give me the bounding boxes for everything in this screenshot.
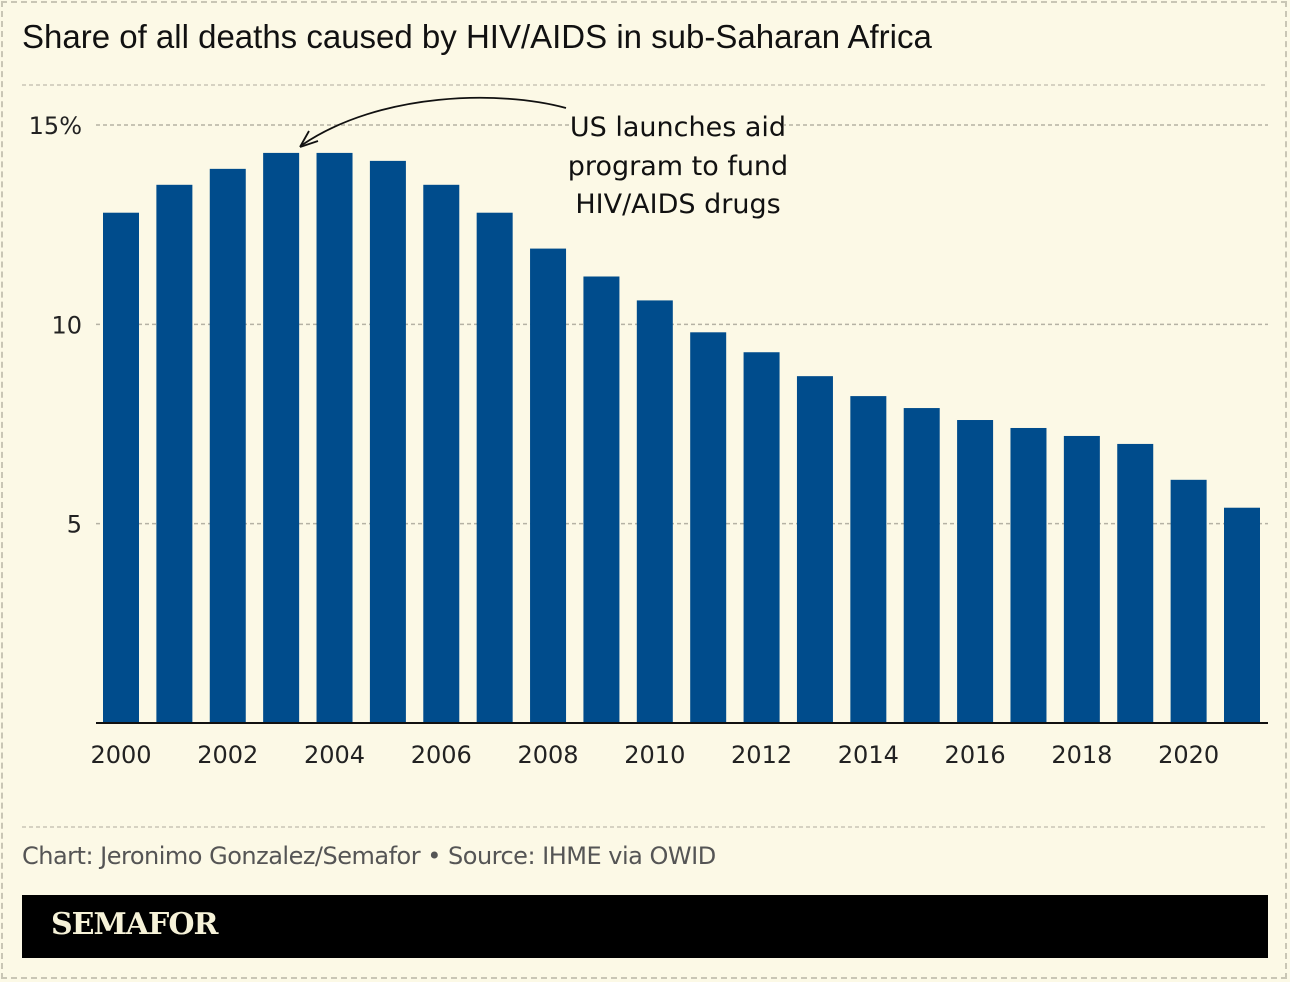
arrowhead-icon	[299, 130, 319, 148]
x-tick-label: 2002	[197, 741, 258, 769]
y-tick-label: 5	[67, 511, 82, 539]
bar-2000	[103, 212, 139, 723]
brand-bar: SEMAFOR	[22, 895, 1268, 958]
chart-title: Share of all deaths caused by HIV/AIDS i…	[22, 18, 932, 55]
x-tick-label: 2012	[731, 741, 792, 769]
bar-2001	[156, 184, 193, 724]
bar-2008	[530, 248, 567, 723]
x-tick-label: 2014	[838, 741, 899, 769]
x-tick-label: 2006	[411, 741, 472, 769]
bar-2006	[423, 184, 460, 724]
x-tick-label: 2008	[518, 741, 579, 769]
bar-2012	[743, 352, 780, 723]
x-tick-label: 2000	[90, 741, 151, 769]
source-note: Chart: Jeronimo Gonzalez/Semafor • Sourc…	[22, 842, 716, 870]
annotation-line: program to fund	[568, 151, 788, 182]
bar-2007	[476, 212, 513, 723]
bar-2018	[1063, 435, 1100, 723]
bar-2021	[1224, 507, 1260, 723]
annotation-line: HIV/AIDS drugs	[575, 189, 780, 220]
bar-2016	[957, 420, 994, 723]
bar-2005	[369, 160, 406, 723]
annotation-line: US launches aid	[570, 112, 786, 143]
bar-2002	[209, 168, 246, 723]
bar-2013	[796, 376, 833, 723]
x-tick-label: 2020	[1158, 741, 1219, 769]
bar-2015	[903, 408, 940, 723]
semafor-logo: SEMAFOR	[51, 907, 218, 942]
x-tick-label: 2018	[1051, 741, 1112, 769]
bar-2004	[316, 152, 353, 723]
y-tick-label: 15%	[29, 112, 82, 140]
bar-2014	[850, 396, 887, 723]
annotation-bg	[572, 104, 784, 222]
bar-2011	[690, 332, 727, 723]
bar-2019	[1117, 443, 1154, 723]
x-tick-label: 2004	[304, 741, 365, 769]
bar-2020	[1170, 479, 1207, 723]
bar-2017	[1010, 427, 1047, 723]
y-tick-label: 10	[51, 311, 82, 339]
x-tick-label: 2016	[945, 741, 1006, 769]
bar-2010	[636, 300, 673, 723]
bar-2009	[583, 276, 620, 723]
annotation: US launches aid program to fund HIV/AIDS…	[299, 96, 788, 222]
x-tick-label: 2010	[624, 741, 685, 769]
bar-2003	[263, 152, 300, 723]
annotation-arrow	[301, 96, 567, 146]
